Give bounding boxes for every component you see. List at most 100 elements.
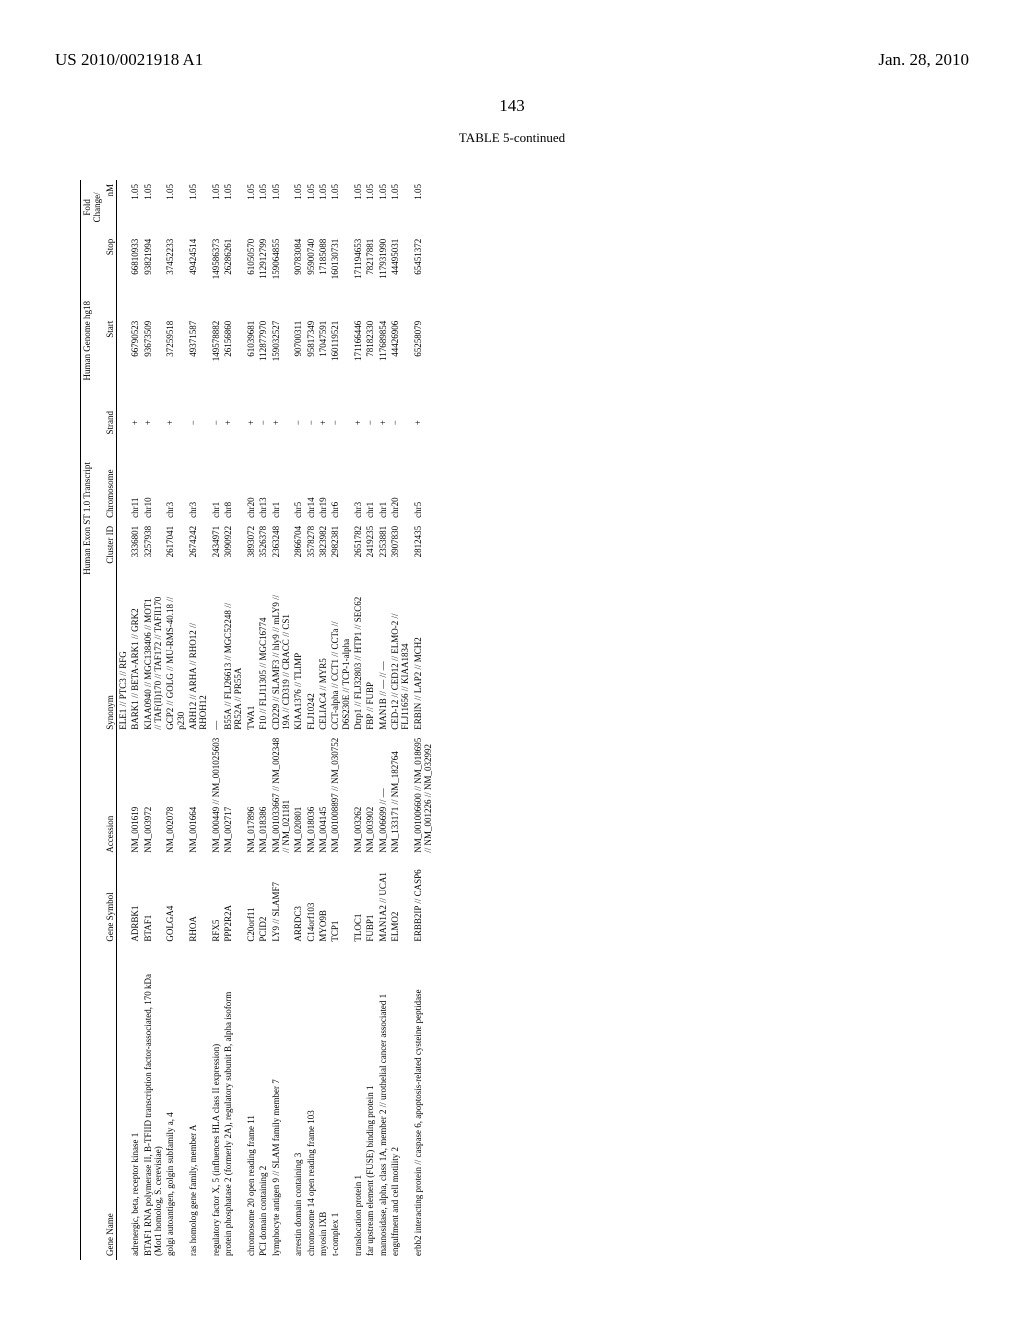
cell-clusterId: 3526378 bbox=[257, 522, 269, 590]
cell-foldChange: 1.05 bbox=[352, 180, 364, 235]
cell-geneName: BTAF1 RNA polymerase II, B-TFIID transcr… bbox=[142, 946, 165, 1260]
cell-clusterId: 3893072 bbox=[245, 522, 257, 590]
header-right: Jan. 28, 2010 bbox=[878, 50, 969, 70]
cell-geneName: far upstream element (FUSE) binding prot… bbox=[364, 946, 376, 1260]
cell-clusterId: 2353881 bbox=[377, 522, 389, 590]
cell-stop: 26286261 bbox=[222, 235, 245, 317]
cell-strand: − bbox=[389, 399, 412, 447]
cell-foldChange: 1.05 bbox=[412, 180, 435, 235]
cell-synonym: KIAA0940 // MGC138406 // MOT1 // TAF(II)… bbox=[142, 590, 165, 734]
cell-synonym: BARK1 // BETA-ARK1 // GRK2 bbox=[129, 590, 141, 734]
cell-foldChange: 1.05 bbox=[329, 180, 352, 235]
cell-accession: NM_020801 bbox=[292, 734, 304, 857]
cell-geneSymbol: PPP2R2A bbox=[222, 857, 245, 946]
cell-accession: NM_004145 bbox=[317, 734, 329, 857]
cell-stop: 159064855 bbox=[270, 235, 293, 317]
cell-geneSymbol bbox=[117, 857, 130, 946]
cell-chromosome: chr8 bbox=[222, 447, 245, 522]
table-row: ELE1 // PTC3 // RFG bbox=[117, 180, 130, 1260]
table-row: mannosidase, alpha, class 1A, member 2 /… bbox=[377, 180, 389, 1260]
cell-accession: NM_001033667 // NM_002348 // NM_021181 bbox=[270, 734, 293, 857]
cell-geneSymbol: TCP1 bbox=[329, 857, 352, 946]
cell-start: 49371587 bbox=[187, 317, 210, 399]
cell-start: 66790523 bbox=[129, 317, 141, 399]
cell-geneName: adrenergic, beta, receptor kinase 1 bbox=[129, 946, 141, 1260]
cell-stop: 37452233 bbox=[164, 235, 187, 317]
cell-synonym: TWA1 bbox=[245, 590, 257, 734]
cell-accession: NM_001008897 // NM_030752 bbox=[329, 734, 352, 857]
cell-geneName: golgi autoantigen, golgin subfamily a, 4 bbox=[164, 946, 187, 1260]
table-row: adrenergic, beta, receptor kinase 1ADRBK… bbox=[129, 180, 141, 1260]
cell-start: 90700311 bbox=[292, 317, 304, 399]
cell-chromosome: chr13 bbox=[257, 447, 269, 522]
cell-strand: − bbox=[329, 399, 352, 447]
cell-synonym: ERBIN // LAP2 // MCH2 bbox=[412, 590, 435, 734]
cell-stop bbox=[117, 235, 130, 317]
cell-accession: NM_003972 bbox=[142, 734, 165, 857]
cell-geneSymbol: ARRDC3 bbox=[292, 857, 304, 946]
cell-geneSymbol: FUBP1 bbox=[364, 857, 376, 946]
cell-foldChange: 1.05 bbox=[210, 180, 222, 235]
cell-clusterId: 3907830 bbox=[389, 522, 412, 590]
table-row: myosin IXBMYO9BNM_004145CELIAC4 // MYR53… bbox=[317, 180, 329, 1260]
cell-stop: 117931990 bbox=[377, 235, 389, 317]
cell-synonym: GCP2 // GOLG // MU-RMS-40.18 // p230 bbox=[164, 590, 187, 734]
cell-foldChange: 1.05 bbox=[377, 180, 389, 235]
cell-synonym: CED-12 // CED12 // ELMO-2 // FLJ11656 //… bbox=[389, 590, 412, 734]
cell-clusterId: 3823982 bbox=[317, 522, 329, 590]
cell-accession bbox=[117, 734, 130, 857]
cell-clusterId: 2651782 bbox=[352, 522, 364, 590]
cell-strand: − bbox=[257, 399, 269, 447]
cell-strand: + bbox=[129, 399, 141, 447]
cell-strand: + bbox=[412, 399, 435, 447]
cell-foldChange: 1.05 bbox=[164, 180, 187, 235]
cell-geneName: chromosome 20 open reading frame 11 bbox=[245, 946, 257, 1260]
table-row: BTAF1 RNA polymerase II, B-TFIID transcr… bbox=[142, 180, 165, 1260]
col-synonym: Synonym bbox=[104, 590, 117, 734]
cell-stop: 90783084 bbox=[292, 235, 304, 317]
cell-accession: NM_018036 bbox=[305, 734, 317, 857]
cell-geneName: protein phosphatase 2 (formerly 2A), reg… bbox=[222, 946, 245, 1260]
col-accession: Accession bbox=[104, 734, 117, 857]
cell-start: 37259518 bbox=[164, 317, 187, 399]
cell-foldChange: 1.05 bbox=[222, 180, 245, 235]
cell-chromosome: chr1 bbox=[364, 447, 376, 522]
cell-geneName: ras homolog gene family, member A bbox=[187, 946, 210, 1260]
cell-geneSymbol: RFX5 bbox=[210, 857, 222, 946]
table-row: t-complex 1TCP1NM_001008897 // NM_030752… bbox=[329, 180, 352, 1260]
cell-foldChange: 1.05 bbox=[257, 180, 269, 235]
table-row: ras homolog gene family, member ARHOANM_… bbox=[187, 180, 210, 1260]
col-chromosome: Chromosome bbox=[104, 447, 117, 522]
cell-strand: + bbox=[245, 399, 257, 447]
column-header-row: Gene Name Gene Symbol Accession Synonym … bbox=[104, 180, 117, 1260]
cell-chromosome: chr1 bbox=[210, 447, 222, 522]
cell-foldChange: 1.05 bbox=[389, 180, 412, 235]
cell-accession: NM_003902 bbox=[364, 734, 376, 857]
cell-synonym: FBP // FUBP bbox=[364, 590, 376, 734]
table-row: regulatory factor X, 5 (influences HLA c… bbox=[210, 180, 222, 1260]
cell-geneName: t-complex 1 bbox=[329, 946, 352, 1260]
cell-strand: + bbox=[270, 399, 293, 447]
cell-synonym: F10 // FLJ11305 // MGC16774 bbox=[257, 590, 269, 734]
cell-synonym: KIAA1376 // TLIMP bbox=[292, 590, 304, 734]
cell-clusterId: 2812435 bbox=[412, 522, 435, 590]
cell-synonym: MAN1B // — // — bbox=[377, 590, 389, 734]
cell-strand: − bbox=[210, 399, 222, 447]
cell-accession: NM_003262 bbox=[352, 734, 364, 857]
cell-geneName: mannosidase, alpha, class 1A, member 2 /… bbox=[377, 946, 389, 1260]
cell-stop: 149586373 bbox=[210, 235, 222, 317]
cell-chromosome: chr1 bbox=[270, 447, 293, 522]
cell-geneName: lymphocyte antigen 9 // SLAM family memb… bbox=[270, 946, 293, 1260]
col-genename: Gene Name bbox=[104, 946, 117, 1260]
cell-geneSymbol: ADRBK1 bbox=[129, 857, 141, 946]
col-start: Start bbox=[104, 317, 117, 399]
cell-accession: NM_017896 bbox=[245, 734, 257, 857]
cell-strand: − bbox=[187, 399, 210, 447]
cell-clusterId: 2419235 bbox=[364, 522, 376, 590]
cell-chromosome: chr1 bbox=[377, 447, 389, 522]
cell-geneSymbol: MYO9B bbox=[317, 857, 329, 946]
group-header-row: Human Exon ST 1.0 Transcript Human Genom… bbox=[81, 180, 104, 1260]
cell-stop: 44495031 bbox=[389, 235, 412, 317]
cell-start: 65258079 bbox=[412, 317, 435, 399]
cell-stop: 78217881 bbox=[364, 235, 376, 317]
